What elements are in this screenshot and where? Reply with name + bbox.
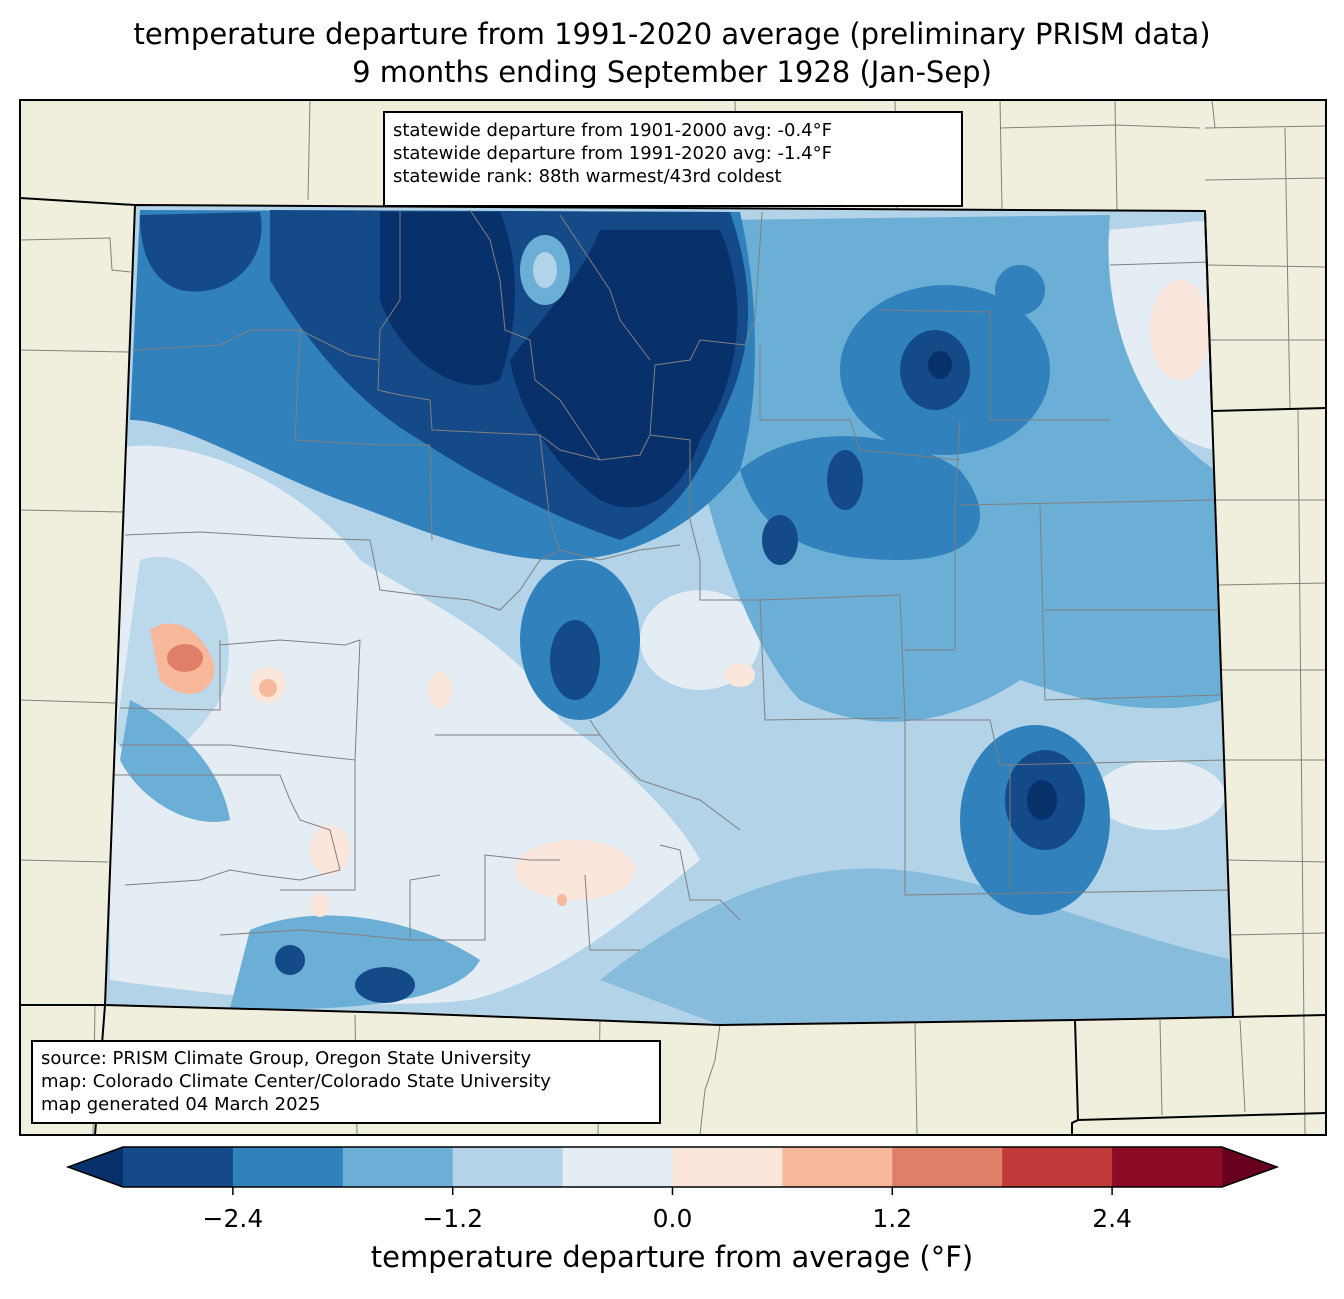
source-map-credit: map: Colorado Climate Center/Colorado St… bbox=[41, 1071, 551, 1092]
colorbar-outline bbox=[65, 1146, 1280, 1188]
statewide-stats-box: statewide departure from 1901-2000 avg: … bbox=[383, 111, 963, 207]
colorbar-bin bbox=[892, 1147, 1003, 1187]
colorbar-bin bbox=[1112, 1147, 1223, 1187]
colorbar-bin bbox=[452, 1147, 564, 1187]
colorbar bbox=[65, 1146, 1280, 1195]
colorbar-bin bbox=[782, 1147, 893, 1187]
colorbar-extend-high bbox=[1222, 1147, 1277, 1187]
colorbar-tick-label: 1.2 bbox=[872, 1204, 913, 1233]
colorbar-bin bbox=[342, 1147, 454, 1187]
source-box: source: PRISM Climate Group, Oregon Stat… bbox=[31, 1040, 661, 1124]
temperature-field bbox=[105, 205, 1233, 1025]
source-generated-date: map generated 04 March 2025 bbox=[41, 1094, 321, 1115]
stats-rank: statewide rank: 88th warmest/43rd coldes… bbox=[393, 166, 782, 187]
colorbar-tick-label: −2.4 bbox=[202, 1204, 264, 1233]
colorbar-tick-label: −1.2 bbox=[422, 1204, 484, 1233]
map-title-line2: 9 months ending September 1928 (Jan-Sep) bbox=[352, 55, 992, 89]
colorbar-tick-label: 2.4 bbox=[1092, 1204, 1132, 1233]
map-frame bbox=[19, 99, 1327, 1136]
colorbar-bin bbox=[232, 1147, 344, 1187]
map-title-line1: temperature departure from 1991-2020 ave… bbox=[133, 17, 1211, 51]
colorbar-bin bbox=[1002, 1147, 1113, 1187]
stats-departure-1901-2000: statewide departure from 1901-2000 avg: … bbox=[393, 120, 832, 141]
source-prism: source: PRISM Climate Group, Oregon Stat… bbox=[41, 1048, 532, 1069]
colorbar-extend-low bbox=[68, 1147, 123, 1187]
colorbar-bin bbox=[123, 1147, 234, 1187]
stats-departure-1991-2020: statewide departure from 1991-2020 avg: … bbox=[393, 143, 832, 164]
colorbar-bin bbox=[672, 1147, 783, 1187]
colorbar-label: temperature departure from average (°F) bbox=[370, 1240, 974, 1274]
county-lines bbox=[110, 209, 1231, 951]
colorbar-tick-label: 0.0 bbox=[652, 1204, 693, 1233]
colorbar-bin bbox=[562, 1147, 673, 1187]
